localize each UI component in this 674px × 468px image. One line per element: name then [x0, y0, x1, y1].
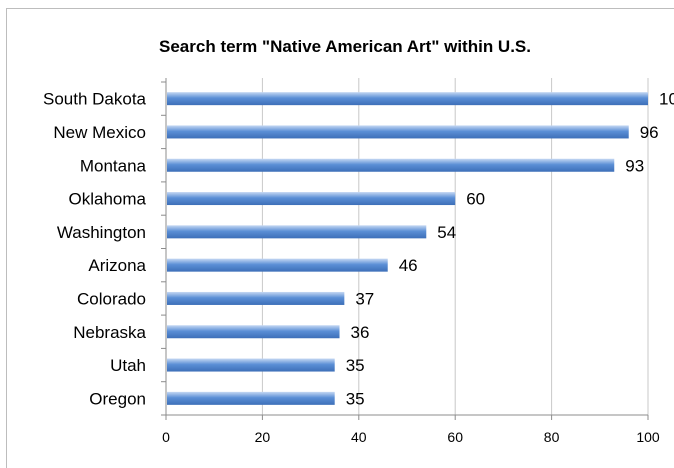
bar-oklahoma [167, 192, 456, 206]
x-tick-label: 100 [636, 429, 660, 445]
data-label: 36 [351, 323, 370, 342]
category-label: New Mexico [53, 123, 146, 142]
x-tick-label: 60 [447, 429, 463, 445]
bar-utah [167, 358, 335, 372]
category-labels: South Dakota New Mexico Montana Oklahoma Was… [43, 90, 147, 409]
category-label: Washington [57, 223, 146, 242]
value-labels: 10096 93 60 54 46 37 36 35 35 [346, 90, 674, 409]
data-label: 35 [346, 356, 365, 375]
data-label: 96 [640, 123, 659, 142]
category-label: Oregon [89, 389, 146, 408]
category-label: Montana [80, 156, 147, 175]
x-tick-labels: 0 20 40 60 80 100 [162, 429, 660, 445]
data-label: 100 [659, 90, 674, 109]
x-tick-label: 80 [544, 429, 560, 445]
data-label: 93 [625, 156, 644, 175]
bar-oregon [167, 391, 335, 405]
x-tick-label: 0 [162, 429, 170, 445]
category-label: Oklahoma [69, 190, 147, 209]
bars [167, 92, 648, 405]
bar-washington [167, 225, 427, 239]
bar-new-mexico [167, 125, 629, 139]
data-label: 35 [346, 389, 365, 408]
data-label: 37 [355, 289, 374, 308]
category-label: Arizona [88, 256, 146, 275]
bar-south-dakota [167, 92, 648, 106]
category-label: Colorado [77, 289, 146, 308]
bar-colorado [167, 291, 345, 305]
category-label: Nebraska [73, 323, 146, 342]
category-label: South Dakota [43, 90, 147, 109]
data-label: 54 [437, 223, 456, 242]
data-label: 60 [466, 190, 485, 209]
bar-nebraska [167, 325, 340, 339]
axes [161, 78, 648, 416]
category-label: Utah [110, 356, 146, 375]
x-tick-label: 40 [351, 429, 367, 445]
bar-arizona [167, 258, 388, 272]
data-label: 46 [399, 256, 418, 275]
chart-frame [6, 8, 674, 468]
chart-title: Search term "Native American Art" within… [159, 37, 531, 56]
bar-montana [167, 158, 615, 172]
x-tick-label: 20 [255, 429, 271, 445]
bar-chart: Search term "Native American Art" within… [43, 37, 674, 445]
